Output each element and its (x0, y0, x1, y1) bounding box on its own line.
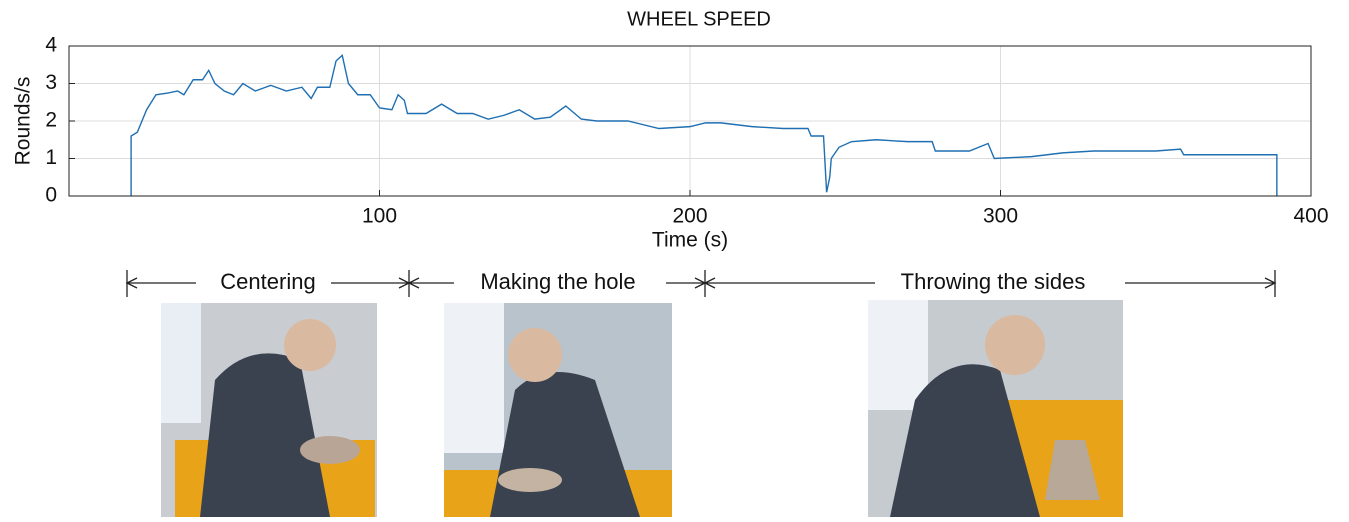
photo (444, 303, 672, 517)
phase-label: Throwing the sides (901, 269, 1086, 294)
data-line (131, 55, 1277, 196)
y-tick-label: 4 (45, 34, 57, 57)
y-tick-label: 0 (45, 184, 57, 207)
phase-label: Making the hole (480, 269, 635, 294)
photo (161, 303, 377, 517)
x-tick-label: 300 (983, 205, 1018, 228)
x-axis-label: Time (s) (652, 229, 728, 252)
x-tick-label: 400 (1293, 205, 1328, 228)
photo (868, 300, 1123, 517)
chart-title: WHEEL SPEED (627, 8, 771, 30)
y-tick-label: 3 (45, 71, 57, 94)
chart: WHEEL SPEED Time (s) Rounds/s Centering … (0, 0, 1349, 517)
phase-label: Centering (220, 269, 315, 294)
y-tick-label: 2 (45, 109, 57, 132)
plot-area (69, 46, 1311, 196)
x-tick-label: 100 (362, 205, 397, 228)
y-axis-label: Rounds/s (12, 77, 35, 166)
x-tick-label: 200 (672, 205, 707, 228)
y-tick-label: 1 (45, 146, 57, 169)
